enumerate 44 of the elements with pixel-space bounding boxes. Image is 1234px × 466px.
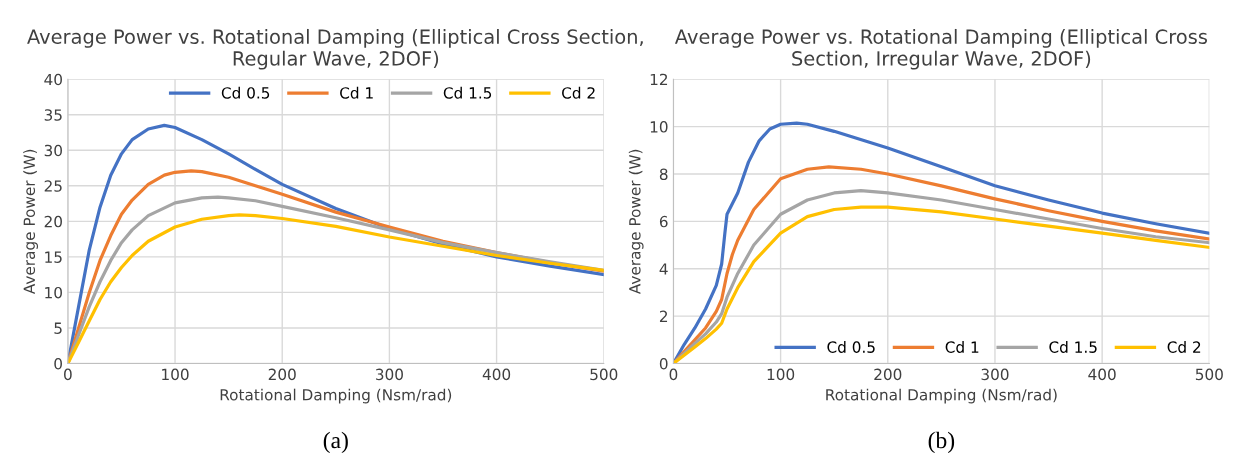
text: (a) [323, 431, 348, 454]
legend-label: Cd 1.5 [1049, 341, 1097, 353]
y-tick-label: 40 [44, 73, 62, 86]
x-tick-label: 500 [1195, 368, 1223, 381]
x-axis-title: Rotational Damping (Nsm/rad) [826, 388, 1057, 404]
x-tick-label: 200 [874, 368, 902, 381]
y-tick-label: 35 [44, 109, 62, 121]
y-tick-label: 8 [659, 168, 668, 180]
x-tick-label: 100 [162, 368, 189, 381]
x-axis-title: Rotational Damping (Nsm/rad) [220, 388, 452, 404]
y-tick-label: 25 [44, 180, 62, 192]
chart-title: Average Power vs. Rotational Damping (Elliptical Cross Section, Regular Wave, 2DOF) [27, 28, 643, 70]
x-tick-label: 100 [767, 368, 795, 381]
x-tick-label: 400 [482, 368, 511, 381]
legend-label: Cd 1 [340, 86, 373, 99]
y-tick-label: 4 [659, 263, 668, 275]
x-tick-label: 400 [1088, 368, 1116, 381]
legend-label: Cd 1 [945, 341, 979, 353]
legend-label: Cd 0.5 [827, 341, 875, 353]
y-tick-label: 0 [659, 357, 668, 370]
x-tick-label: 0 [64, 368, 72, 381]
legend-label: Cd 2 [1167, 341, 1201, 353]
x-tick-label: 200 [268, 368, 296, 381]
y-tick-label: 2 [659, 310, 668, 322]
legend-label: Cd 1.5 [443, 86, 492, 99]
legend-label: Cd 0.5 [221, 86, 270, 99]
x-tick-label: 500 [590, 368, 618, 381]
y-tick-label: 10 [45, 286, 62, 299]
x-tick-label: 300 [981, 368, 1009, 381]
y-axis-title: Average Power (W) [628, 149, 644, 295]
y-tick-label: 12 [650, 73, 668, 86]
y-tick-label: 20 [44, 215, 62, 228]
y-tick-label: 10 [650, 121, 668, 133]
y-tick-label: 15 [45, 251, 62, 263]
y-tick-label: 5 [54, 322, 62, 334]
y-tick-label: 0 [54, 357, 62, 370]
y-tick-label: 6 [659, 215, 668, 228]
legend-label: Cd 2 [562, 86, 595, 99]
y-axis-title: Average Power (W) [23, 149, 39, 295]
x-tick-label: 300 [375, 368, 403, 381]
text: (b) [928, 431, 955, 454]
x-tick-label: 0 [669, 368, 678, 381]
chart-title: Average Power vs. Rotational Damping (Elliptical Cross Section, Irregular Wave, 2DOF) [674, 28, 1207, 70]
y-tick-label: 30 [44, 144, 62, 157]
